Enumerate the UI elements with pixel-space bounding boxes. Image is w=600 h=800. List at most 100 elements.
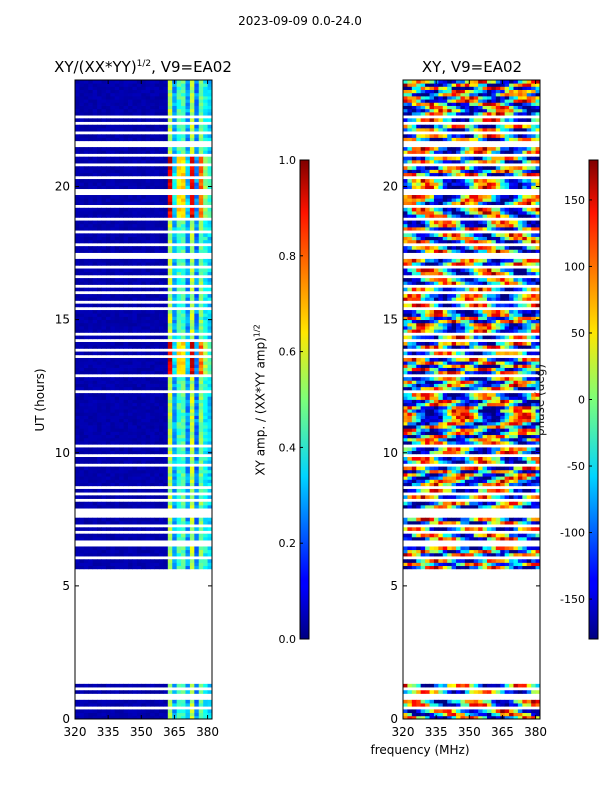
phase-cell	[478, 488, 483, 493]
phase-cell	[420, 482, 426, 487]
amp-cell	[141, 450, 147, 455]
amp-cell	[136, 310, 142, 314]
amp-cell	[119, 297, 125, 301]
amp-cell	[203, 111, 208, 116]
phase-cell	[522, 504, 528, 509]
phase-cell	[482, 549, 488, 554]
amp-cell	[154, 319, 160, 324]
amp-cell	[145, 95, 151, 100]
amp-cell	[83, 460, 89, 464]
phase-cell	[526, 699, 532, 704]
amp-cell	[181, 549, 186, 554]
phase-cell	[495, 504, 501, 509]
phase-cell	[517, 562, 523, 567]
amp-cell	[88, 434, 94, 439]
amp-cell	[88, 501, 94, 506]
amp-cell	[75, 495, 80, 499]
amp-cell	[119, 310, 125, 314]
phase-cell	[486, 552, 492, 557]
phase-cell	[433, 450, 439, 455]
amp-cell	[83, 147, 89, 151]
phase-cell	[509, 479, 514, 483]
phase-cell	[478, 434, 483, 439]
phase-cell	[531, 460, 536, 464]
phase-cell	[407, 559, 413, 563]
phase-cell	[517, 469, 523, 474]
amp-cell	[114, 105, 120, 110]
phase-cell	[438, 683, 444, 688]
phase-cell	[504, 536, 510, 541]
phase-cell	[429, 546, 435, 551]
amp-cell	[105, 399, 111, 404]
amp-cell	[154, 396, 160, 400]
amp-cell	[123, 715, 129, 720]
amp-cell	[145, 690, 151, 694]
phase-cell	[447, 457, 453, 461]
amp-cell	[163, 520, 169, 525]
amp-cell	[114, 437, 120, 442]
amp-cell	[75, 166, 80, 170]
phase-cell	[478, 447, 483, 452]
amp-cell	[83, 124, 89, 129]
amp-cell	[176, 137, 182, 142]
phase-cell	[429, 415, 435, 420]
amp-cell	[136, 92, 142, 97]
amp-cell	[172, 412, 178, 416]
amp-cell	[110, 367, 116, 372]
amp-cell	[198, 393, 204, 397]
amp-cell	[198, 383, 204, 388]
amp-cell	[145, 527, 151, 531]
amp-cell	[181, 239, 186, 244]
amp-cell	[194, 709, 200, 714]
amp-cell	[110, 137, 116, 142]
amp-cell	[189, 460, 195, 464]
amp-cell	[97, 546, 102, 551]
amp-cell	[167, 450, 173, 455]
amp-cell	[176, 179, 182, 183]
amp-cell	[167, 405, 173, 410]
amp-cell	[141, 214, 147, 218]
amp-cell	[203, 159, 208, 164]
amp-cell	[185, 80, 191, 84]
amp-cell	[83, 239, 89, 244]
amp-cell	[150, 415, 155, 420]
amp-cell	[92, 86, 98, 90]
phase-cell	[504, 418, 510, 423]
amp-cell	[114, 450, 120, 455]
phase-cell	[420, 495, 426, 499]
amp-cell	[75, 262, 80, 266]
amp-cell	[163, 699, 169, 704]
amp-cell	[83, 249, 89, 253]
phase-cell	[433, 699, 439, 704]
phase-cell	[486, 415, 492, 420]
amp-cell	[101, 335, 107, 340]
phase-cell	[531, 703, 536, 707]
amp-cell	[92, 287, 98, 292]
amp-cell	[163, 118, 169, 122]
phase-cell	[513, 565, 519, 570]
amp-cell	[88, 345, 94, 349]
phase-cell	[469, 425, 475, 429]
amp-cell	[158, 198, 164, 202]
amp-cell	[105, 434, 111, 439]
phase-cell	[411, 415, 417, 420]
amp-cell	[198, 409, 204, 413]
phase-cell	[451, 703, 457, 707]
amp-cell	[136, 239, 142, 244]
amp-cell	[172, 89, 178, 94]
amp-cell	[75, 517, 80, 522]
amp-cell	[88, 415, 94, 420]
amp-cell	[136, 699, 142, 704]
amp-cell	[176, 380, 182, 384]
phase-cell	[433, 520, 439, 525]
amp-cell	[154, 479, 160, 483]
phase-cell	[460, 447, 466, 452]
phase-cell	[456, 504, 461, 509]
amp-cell	[154, 262, 160, 266]
amp-cell	[150, 450, 155, 455]
amp-cell	[128, 345, 133, 349]
amp-cell	[97, 370, 102, 375]
amp-cell	[176, 501, 182, 506]
amp-cell	[110, 559, 116, 563]
amp-cell	[75, 549, 80, 554]
